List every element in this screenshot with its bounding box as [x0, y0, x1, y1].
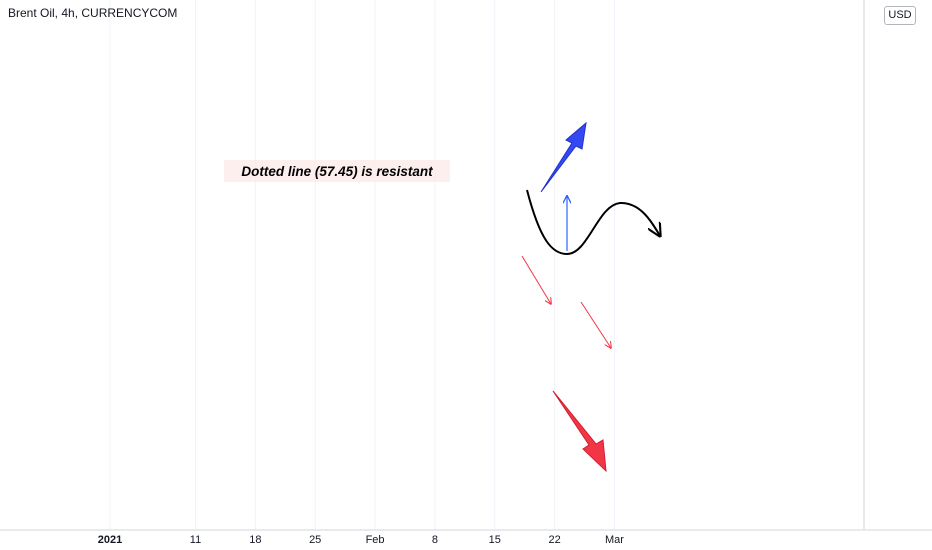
time-tick-label: 2021 [98, 534, 122, 546]
symbol-title: Brent Oil, 4h, CURRENCYCOM [8, 6, 178, 20]
time-tick-label: 18 [249, 534, 261, 546]
time-tick-label: 25 [309, 534, 321, 546]
time-tick-label: 15 [489, 534, 501, 546]
price-axis-bg [864, 0, 932, 550]
time-tick-label: Feb [366, 534, 385, 546]
drawings [224, 121, 660, 473]
price-axis: 50.0051.0052.0053.0054.0055.0056.0057.00… [863, 0, 932, 550]
currency-button[interactable]: USD [884, 6, 916, 25]
time-tick-label: Mar [605, 534, 624, 546]
projection-curve[interactable] [526, 189, 660, 256]
red-arrow-2[interactable] [580, 301, 611, 348]
annotation-bg [224, 160, 450, 182]
annotation-resistance: Dotted line (57.45) is resistant [241, 164, 433, 179]
grid [109, 0, 615, 530]
time-tick-label: 8 [432, 534, 438, 546]
bullish-arrow[interactable] [540, 121, 587, 193]
time-tick-label: 22 [548, 534, 560, 546]
time-axis: 2021 11 18 25 Feb 8 15 22 Mar [0, 529, 932, 546]
bearish-arrow[interactable] [552, 390, 607, 473]
time-tick-label: 11 [190, 534, 201, 546]
red-arrow-1[interactable] [521, 255, 551, 304]
